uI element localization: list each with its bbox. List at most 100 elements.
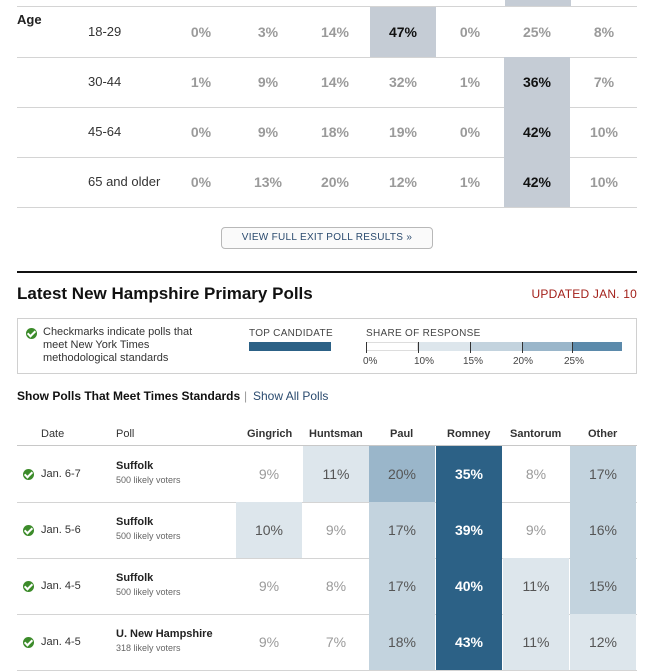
legend-scale-segment: [572, 342, 622, 351]
table-row: Jan. 4-5 Suffolk 500 likely voters 9% 8% 17% 4…: [17, 558, 637, 615]
table-row: Jan. 5-6 Suffolk 500 likely voters 10% 9% 17%…: [17, 502, 637, 559]
age-group-label: Age: [17, 12, 42, 27]
poll-cell: 9%: [258, 466, 280, 482]
poll-cell: 9%: [258, 634, 280, 650]
exit-poll-row-label: 18-29: [88, 24, 122, 39]
table-row: [17, 0, 637, 7]
updated-date: UPDATED JAN. 10: [531, 287, 637, 301]
highlight-cell: [504, 107, 570, 157]
exit-poll-cell: 0%: [190, 124, 212, 140]
legend-scale-segment: [470, 342, 522, 351]
legend-share-label: SHARE OF RESPONSE: [366, 328, 481, 339]
column-header-paul: Paul: [390, 428, 414, 440]
exit-poll-row-label: 45-64: [88, 124, 122, 139]
header-divider: [17, 445, 637, 446]
legend-top-candidate-swatch: [249, 342, 331, 351]
poll-cell: 7%: [325, 634, 347, 650]
exit-poll-cell: 7%: [593, 74, 615, 90]
exit-poll-cell: 14%: [320, 74, 350, 90]
poll-sample: 318 likely voters: [116, 643, 181, 653]
column-header-gingrich: Gingrich: [247, 428, 293, 440]
column-header-poll: Poll: [116, 428, 135, 440]
exit-poll-row-label: 30-44: [88, 74, 122, 89]
filter-times-standards[interactable]: Show Polls That Meet Times Standards: [17, 389, 241, 403]
highlight-cell: [504, 157, 570, 207]
section-title: Latest New Hampshire Primary Polls: [17, 284, 313, 303]
exit-poll-cell: 1%: [459, 74, 481, 90]
column-header-other: Other: [588, 428, 618, 440]
section-divider: [17, 271, 637, 273]
poll-date: Jan. 6-7: [41, 468, 81, 480]
legend-box: Checkmarks indicate polls that meet New …: [17, 318, 637, 374]
legend-scale-tick: [470, 342, 471, 353]
poll-cell: 39%: [436, 502, 502, 558]
poll-cell: 9%: [258, 578, 280, 594]
exit-poll-cell: 3%: [257, 24, 279, 40]
legend-scale-segment: [418, 342, 470, 351]
legend-scale-label: 0%: [363, 356, 378, 367]
legend-scale-label: 15%: [463, 356, 484, 367]
exit-poll-cell: 10%: [589, 124, 619, 140]
highlight-cell: [504, 57, 570, 107]
exit-poll-cell: 42%: [522, 124, 552, 140]
poll-cell: 15%: [570, 558, 636, 614]
poll-cell: 8%: [525, 466, 547, 482]
exit-poll-cell: 0%: [190, 24, 212, 40]
poll-cell: 9%: [325, 522, 347, 538]
filter-separator: |: [244, 389, 248, 403]
exit-poll-cell: 9%: [257, 74, 279, 90]
poll-cell: 17%: [369, 558, 435, 614]
poll-cell: 43%: [436, 614, 502, 670]
exit-poll-cell: 1%: [459, 174, 481, 190]
exit-poll-row: 30-44 1% 9% 14% 32% 1% 36% 7%: [17, 57, 637, 108]
poll-cell: 20%: [369, 446, 435, 502]
legend-scale-label: 10%: [414, 356, 435, 367]
exit-poll-cell: 8%: [593, 24, 615, 40]
legend-checkmark-text: Checkmarks indicate polls that meet New …: [43, 326, 193, 364]
view-full-exit-poll-button[interactable]: View full exit poll results »: [221, 227, 433, 249]
exit-poll-row: 45-64 0% 9% 18% 19% 0% 42% 10%: [17, 107, 637, 158]
table-row: Jan. 4-5 U. New Hampshire 318 likely voter…: [17, 614, 637, 671]
exit-poll-cell: 20%: [320, 174, 350, 190]
exit-poll-cell: 12%: [388, 174, 418, 190]
exit-poll-cell: 25%: [522, 24, 552, 40]
poll-cell: 11%: [303, 446, 369, 502]
highlight-cell: [370, 7, 436, 57]
poll-sample: 500 likely voters: [116, 587, 181, 597]
checkmark-icon: [23, 637, 34, 648]
exit-poll-cell: 47%: [388, 24, 418, 40]
legend-scale-tick: [418, 342, 419, 353]
filter-show-all-link[interactable]: Show All Polls: [253, 389, 329, 403]
exit-poll-cell: 32%: [388, 74, 418, 90]
exit-poll-cell: 9%: [257, 124, 279, 140]
poll-sample: 500 likely voters: [116, 531, 181, 541]
checkmark-icon: [23, 469, 34, 480]
poll-cell: 16%: [570, 502, 636, 558]
poll-cell: 11%: [503, 558, 569, 614]
poll-cell: 9%: [525, 522, 547, 538]
poll-date: Jan. 4-5: [41, 580, 81, 592]
checkmark-icon: [23, 525, 34, 536]
exit-poll-cell: 0%: [459, 24, 481, 40]
poll-name: Suffolk: [116, 460, 154, 472]
legend-scale-tick: [572, 342, 573, 353]
exit-poll-cell: 19%: [388, 124, 418, 140]
exit-poll-cell: 1%: [190, 74, 212, 90]
poll-cell: 17%: [369, 502, 435, 558]
poll-date: Jan. 4-5: [41, 636, 81, 648]
column-header-huntsman: Huntsman: [309, 428, 363, 440]
exit-poll-row-label: 65 and older: [88, 174, 161, 189]
exit-poll-row: 18-29 0% 3% 14% 47% 0% 25% 8%: [17, 7, 637, 58]
legend-scale-label: 20%: [513, 356, 534, 367]
exit-poll-cell: 10%: [589, 174, 619, 190]
exit-poll-cell: 18%: [320, 124, 350, 140]
legend-top-candidate-label: TOP CANDIDATE: [249, 328, 333, 339]
highlight-cell: [505, 0, 571, 6]
legend-scale-tick: [522, 342, 523, 353]
column-header-date: Date: [41, 428, 65, 440]
table-row: Jan. 6-7 Suffolk 500 likely voters 9% 11% 20%…: [17, 446, 637, 503]
poll-sample: 500 likely voters: [116, 475, 181, 485]
poll-cell: 12%: [570, 614, 636, 670]
poll-cell: 8%: [325, 578, 347, 594]
exit-poll-cell: 0%: [459, 124, 481, 140]
